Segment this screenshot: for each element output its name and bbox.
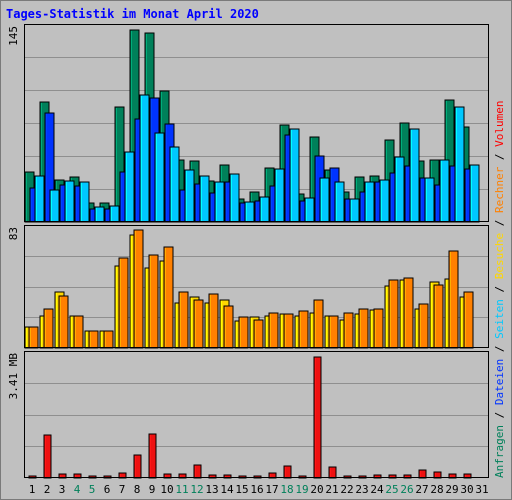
- legend-separator: /: [493, 147, 506, 167]
- legend-entry: Anfragen: [493, 425, 506, 478]
- x-tick-label-day-14: 14: [220, 483, 234, 496]
- legend-separator: /: [493, 339, 506, 359]
- x-tick-label-day-10: 10: [160, 483, 173, 496]
- x-tick-label-day-29: 29: [445, 483, 458, 496]
- panel-border-3: [24, 351, 489, 478]
- legend-entry: Seiten: [493, 299, 506, 339]
- legend: Anfragen / Dateien / Seiten / Besuche / …: [493, 100, 506, 478]
- x-tick-label-day-31: 31: [475, 483, 488, 496]
- legend-entry: Rechner: [493, 166, 506, 213]
- chart-title: Tages-Statistik im Monat April 2020: [6, 7, 259, 21]
- x-tick-label-day-16: 16: [250, 483, 263, 496]
- x-tick-label-day-1: 1: [29, 483, 36, 496]
- x-tick-label-day-22: 22: [340, 483, 353, 496]
- x-tick-label-day-21: 21: [325, 483, 338, 496]
- x-tick-label-day-6: 6: [104, 483, 111, 496]
- legend-separator: /: [493, 213, 506, 233]
- x-tick-label-day-15: 15: [235, 483, 248, 496]
- x-tick-label-day-17: 17: [265, 483, 278, 496]
- x-tick-label-day-2: 2: [44, 483, 51, 496]
- x-tick-label-day-18: 18: [280, 483, 293, 496]
- x-tick-label-day-20: 20: [310, 483, 323, 496]
- x-tick-label-day-25: 25: [385, 483, 398, 496]
- x-tick-label-day-12: 12: [190, 483, 203, 496]
- x-tick-label-day-11: 11: [175, 483, 188, 496]
- legend-separator: /: [493, 279, 506, 299]
- x-tick-label-day-4: 4: [74, 483, 81, 496]
- legend-entry: Volumen: [493, 100, 506, 146]
- legend-separator: /: [493, 405, 506, 425]
- x-tick-label-day-3: 3: [59, 483, 66, 496]
- x-tick-label-day-28: 28: [430, 483, 443, 496]
- panel-border-2: [24, 225, 489, 348]
- legend-entry: Dateien: [493, 359, 506, 405]
- panel-border-1: [24, 24, 489, 222]
- x-tick-label-day-30: 30: [460, 483, 473, 496]
- y-axis-max-label-3: 3.41 MB: [7, 353, 20, 400]
- x-tick-label-day-5: 5: [89, 483, 96, 496]
- plot-area-3: [24, 351, 489, 478]
- x-tick-label-day-27: 27: [415, 483, 428, 496]
- x-tick-label-day-9: 9: [149, 483, 156, 496]
- y-axis-max-label-1: 145: [7, 26, 20, 46]
- x-tick-label-day-8: 8: [134, 483, 141, 496]
- x-tick-label-day-19: 19: [295, 483, 308, 496]
- x-tick-label-day-7: 7: [119, 483, 126, 496]
- legend-entry: Besuche: [493, 233, 506, 279]
- x-tick-label-day-26: 26: [400, 483, 413, 496]
- x-tick-label-day-13: 13: [205, 483, 218, 496]
- y-axis-max-label-2: 83: [7, 227, 20, 240]
- x-tick-label-day-23: 23: [355, 483, 368, 496]
- x-tick-label-day-24: 24: [370, 483, 384, 496]
